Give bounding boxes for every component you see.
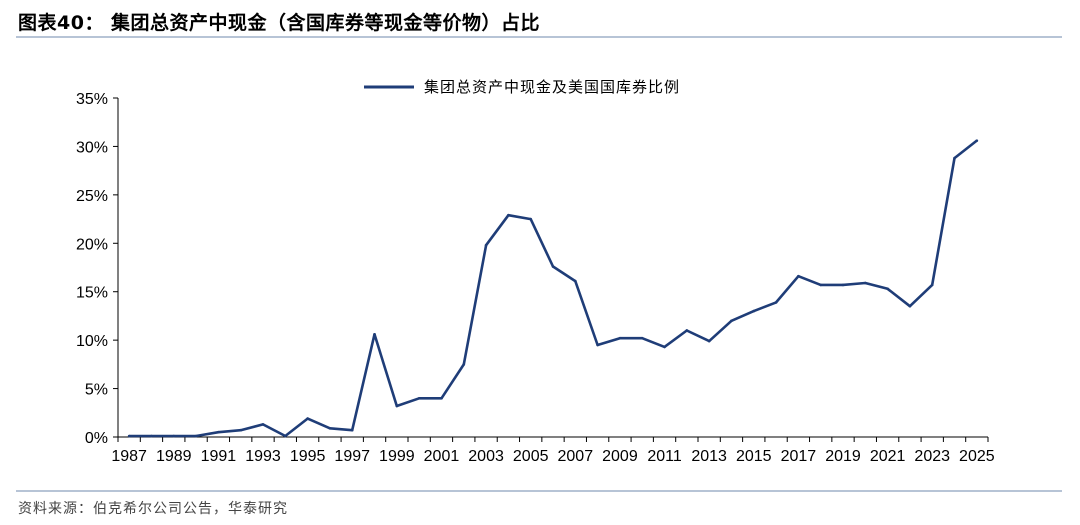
data-point bbox=[640, 336, 644, 340]
data-point bbox=[574, 279, 577, 283]
data-point bbox=[507, 213, 510, 217]
x-tick-label: 2001 bbox=[424, 448, 460, 465]
x-tick-label: 2003 bbox=[468, 448, 504, 465]
x-tick-label: 1997 bbox=[334, 448, 370, 465]
data-point bbox=[127, 434, 131, 438]
figure-title: 图表40： 集团总资产中现金（含国库券等现金等价物）占比 bbox=[18, 12, 541, 34]
x-tick-label: 2013 bbox=[691, 448, 727, 465]
data-point bbox=[328, 426, 332, 430]
data-point bbox=[284, 434, 287, 438]
x-tick-label: 2009 bbox=[602, 448, 638, 465]
data-point bbox=[261, 423, 265, 426]
y-tick-label: 10% bbox=[76, 333, 108, 350]
y-tick-label: 35% bbox=[76, 91, 108, 108]
data-point bbox=[752, 309, 756, 313]
data-point bbox=[172, 434, 176, 438]
data-point bbox=[373, 333, 376, 336]
y-tick-label: 0% bbox=[85, 430, 108, 447]
data-point bbox=[663, 345, 666, 349]
x-tick-label: 2005 bbox=[513, 448, 549, 465]
data-point bbox=[886, 287, 889, 291]
data-point bbox=[953, 156, 956, 160]
y-tick-label: 5% bbox=[85, 382, 108, 399]
y-axis-ticks: 0% 5% 10% 15% 20% 25% 30% 35% bbox=[76, 91, 118, 447]
x-tick-label: 2019 bbox=[825, 448, 861, 465]
legend-label: 集团总资产中现金及美国国库券比例 bbox=[424, 78, 680, 96]
x-tick-label: 1993 bbox=[245, 448, 281, 465]
source-note: 资料来源：伯克希尔公司公告，华泰研究 bbox=[18, 501, 288, 517]
y-tick-label: 30% bbox=[76, 139, 108, 156]
x-tick-label: 2021 bbox=[870, 448, 906, 465]
x-tick-label: 2017 bbox=[781, 448, 817, 465]
data-point bbox=[908, 304, 912, 308]
data-point bbox=[395, 404, 399, 408]
x-tick-label: 2011 bbox=[647, 448, 682, 465]
data-point bbox=[707, 339, 711, 343]
data-point bbox=[239, 428, 242, 432]
header-rule bbox=[16, 36, 1062, 38]
data-point bbox=[217, 430, 220, 434]
data-point bbox=[685, 329, 689, 332]
y-tick-label: 15% bbox=[76, 285, 108, 302]
series-group bbox=[127, 139, 979, 438]
data-point bbox=[551, 265, 555, 268]
data-point bbox=[484, 243, 488, 247]
data-point bbox=[864, 281, 867, 285]
data-point bbox=[596, 343, 599, 347]
x-tick-label: 2023 bbox=[914, 448, 950, 465]
data-point bbox=[841, 283, 845, 287]
data-point bbox=[306, 417, 309, 420]
legend: 集团总资产中现金及美国国库券比例 bbox=[364, 78, 680, 96]
x-tick-label: 2025 bbox=[959, 448, 995, 465]
data-point bbox=[730, 319, 733, 323]
data-point bbox=[618, 336, 622, 340]
x-tick-label: 1987 bbox=[111, 448, 147, 465]
y-tick-label: 20% bbox=[76, 236, 108, 253]
line-chart: 集团总资产中现金及美国国库券比例 0%5%10%15%20%25%30%35% … bbox=[76, 78, 995, 465]
y-tick-label: 25% bbox=[76, 188, 108, 205]
footer-rule bbox=[16, 490, 1062, 492]
data-point bbox=[440, 396, 443, 400]
data-point bbox=[797, 274, 800, 278]
data-point bbox=[150, 434, 153, 438]
x-tick-label: 2015 bbox=[736, 448, 772, 465]
data-point bbox=[462, 363, 466, 366]
data-point bbox=[529, 217, 532, 221]
axes bbox=[117, 98, 988, 438]
x-tick-label: 1991 bbox=[201, 448, 237, 465]
data-point bbox=[774, 301, 778, 304]
x-tick-label: 1995 bbox=[290, 448, 326, 465]
x-axis-ticks: 1987 1989 1991 1993 1995 1997 1999 2001 2003 2005… bbox=[111, 437, 995, 465]
x-tick-label: 1999 bbox=[379, 448, 415, 465]
data-point bbox=[350, 428, 354, 432]
data-point bbox=[930, 283, 934, 287]
series-line bbox=[129, 139, 978, 438]
x-tick-label: 1989 bbox=[156, 448, 192, 465]
data-point bbox=[975, 139, 979, 142]
data-point bbox=[194, 434, 198, 438]
x-tick-label: 2007 bbox=[558, 448, 594, 465]
data-point bbox=[417, 396, 421, 400]
data-point bbox=[819, 283, 822, 287]
